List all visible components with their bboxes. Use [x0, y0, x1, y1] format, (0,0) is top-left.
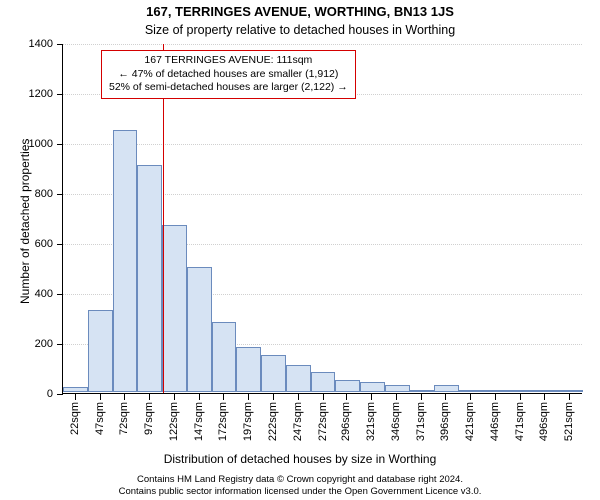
y-tick: [57, 94, 63, 95]
histogram-bar: [335, 380, 360, 393]
x-tick-label: 471sqm: [514, 402, 526, 441]
x-tick-label: 122sqm: [168, 402, 180, 441]
x-tick: [346, 394, 347, 400]
x-tick: [75, 394, 76, 400]
x-tick-label: 247sqm: [292, 402, 304, 441]
chart-title-address: 167, TERRINGES AVENUE, WORTHING, BN13 1J…: [0, 4, 600, 19]
plot-area: 020040060080010001200140022sqm47sqm72sqm…: [62, 44, 582, 394]
histogram-bar: [236, 347, 261, 392]
x-tick-label: 421sqm: [464, 402, 476, 441]
x-tick-label: 97sqm: [143, 402, 155, 435]
x-tick-label: 172sqm: [217, 402, 229, 441]
histogram-bar: [137, 165, 162, 393]
y-tick: [57, 144, 63, 145]
x-tick: [298, 394, 299, 400]
y-tick-label: 1200: [29, 88, 53, 100]
x-tick-label: 147sqm: [193, 402, 205, 441]
annotation-line-1: 167 TERRINGES AVENUE: 111sqm: [109, 54, 348, 68]
chart-container: 167, TERRINGES AVENUE, WORTHING, BN13 1J…: [0, 0, 600, 500]
x-tick-label: 321sqm: [365, 402, 377, 441]
x-tick: [124, 394, 125, 400]
x-tick-label: 197sqm: [242, 402, 254, 441]
histogram-bar: [63, 387, 88, 392]
x-tick: [520, 394, 521, 400]
histogram-bar: [385, 385, 410, 393]
x-tick-label: 521sqm: [563, 402, 575, 441]
annotation-line-2: ← 47% of detached houses are smaller (1,…: [109, 68, 348, 82]
histogram-bar: [212, 322, 237, 392]
grid-line: [63, 144, 582, 145]
x-tick: [248, 394, 249, 400]
y-tick: [57, 244, 63, 245]
histogram-bar: [558, 390, 583, 392]
x-tick-label: 272sqm: [317, 402, 329, 441]
y-tick-label: 1400: [29, 38, 53, 50]
histogram-bar: [261, 355, 286, 393]
x-tick-label: 496sqm: [538, 402, 550, 441]
y-tick: [57, 294, 63, 295]
y-tick-label: 0: [47, 388, 53, 400]
y-axis-label: Number of detached properties: [18, 139, 32, 304]
x-tick-label: 371sqm: [415, 402, 427, 441]
y-tick: [57, 194, 63, 195]
x-tick: [323, 394, 324, 400]
histogram-bar: [88, 310, 113, 393]
footnote-copyright-1: Contains HM Land Registry data © Crown c…: [0, 474, 600, 485]
x-tick: [199, 394, 200, 400]
x-tick: [223, 394, 224, 400]
x-tick: [396, 394, 397, 400]
x-tick-label: 446sqm: [489, 402, 501, 441]
y-tick-label: 200: [35, 338, 53, 350]
x-tick-label: 72sqm: [118, 402, 130, 435]
y-tick-label: 800: [35, 188, 53, 200]
histogram-bar: [459, 390, 484, 392]
histogram-bar: [509, 390, 534, 392]
histogram-bar: [533, 390, 558, 392]
y-tick-label: 400: [35, 288, 53, 300]
histogram-bar: [410, 390, 435, 393]
x-tick: [371, 394, 372, 400]
x-tick: [174, 394, 175, 400]
y-tick-label: 1000: [29, 138, 53, 150]
y-tick: [57, 344, 63, 345]
x-tick: [495, 394, 496, 400]
y-tick: [57, 394, 63, 395]
x-tick-label: 396sqm: [439, 402, 451, 441]
annotation-box: 167 TERRINGES AVENUE: 111sqm← 47% of det…: [101, 50, 356, 99]
x-tick: [470, 394, 471, 400]
x-axis-label: Distribution of detached houses by size …: [0, 452, 600, 466]
y-tick: [57, 44, 63, 45]
histogram-bar: [360, 382, 385, 392]
x-tick: [100, 394, 101, 400]
x-tick-label: 22sqm: [69, 402, 81, 435]
x-tick-label: 222sqm: [267, 402, 279, 441]
x-tick: [421, 394, 422, 400]
histogram-bar: [434, 385, 459, 393]
x-tick: [544, 394, 545, 400]
histogram-bar: [484, 390, 509, 392]
chart-subtitle: Size of property relative to detached ho…: [0, 23, 600, 37]
x-tick: [149, 394, 150, 400]
histogram-bar: [187, 267, 212, 392]
footnote-copyright-2: Contains public sector information licen…: [0, 486, 600, 497]
x-tick: [569, 394, 570, 400]
histogram-bar: [162, 225, 187, 393]
annotation-line-3: 52% of semi-detached houses are larger (…: [109, 81, 348, 95]
y-tick-label: 600: [35, 238, 53, 250]
grid-line: [63, 44, 582, 45]
x-tick-label: 346sqm: [390, 402, 402, 441]
histogram-bar: [113, 130, 138, 393]
histogram-bar: [311, 372, 336, 392]
x-tick: [445, 394, 446, 400]
x-tick: [273, 394, 274, 400]
histogram-bar: [286, 365, 311, 393]
x-tick-label: 47sqm: [94, 402, 106, 435]
x-tick-label: 296sqm: [340, 402, 352, 441]
plot-axes: 020040060080010001200140022sqm47sqm72sqm…: [62, 44, 582, 394]
